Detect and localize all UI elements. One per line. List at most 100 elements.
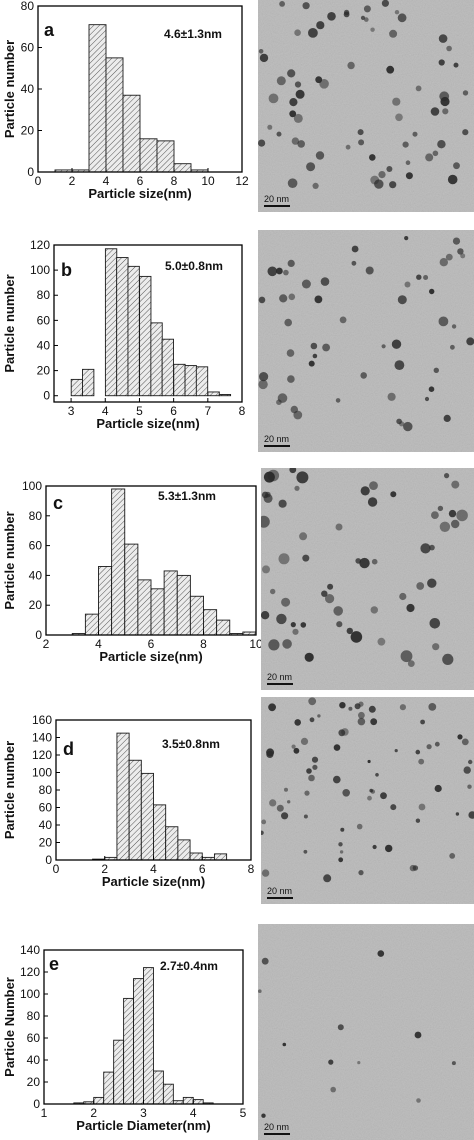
nanoparticle xyxy=(415,85,422,92)
nanoparticle xyxy=(386,65,395,74)
nanoparticle xyxy=(308,28,318,38)
y-tick-label: 60 xyxy=(39,801,53,815)
nanoparticle xyxy=(302,554,310,562)
x-tick-label: 4 xyxy=(150,862,157,876)
nanoparticle xyxy=(397,295,407,305)
scale-bar-label: 20 nm xyxy=(267,886,293,896)
nanoparticle xyxy=(452,237,461,245)
histogram-bar xyxy=(82,368,95,397)
nanoparticle xyxy=(367,795,372,801)
x-tick-label: 3 xyxy=(140,1106,147,1120)
y-tick-label: 0 xyxy=(33,1097,40,1111)
plot-frame xyxy=(53,244,243,403)
y-tick-label: 0 xyxy=(35,628,42,642)
nanoparticle xyxy=(306,768,312,774)
nanoparticle xyxy=(342,789,350,797)
nanoparticle xyxy=(395,113,403,122)
nanoparticle xyxy=(446,45,452,52)
nanoparticle xyxy=(261,819,267,825)
tem-noise xyxy=(261,697,474,904)
x-tick-label: 0 xyxy=(35,174,42,188)
nanoparticle xyxy=(279,294,288,303)
nanoparticle xyxy=(457,248,464,255)
y-tick-label: 40 xyxy=(21,82,35,96)
y-tick-label: 100 xyxy=(20,987,40,1001)
nanoparticle xyxy=(276,131,282,137)
nanoparticle xyxy=(284,318,292,327)
x-tick-label: 2 xyxy=(90,1106,97,1120)
y-tick-label: 0 xyxy=(45,853,52,867)
nanoparticle xyxy=(367,759,371,764)
x-axis-label: Particle size(nm) xyxy=(99,649,202,664)
y-tick-label: 60 xyxy=(29,539,43,553)
panel-label: d xyxy=(63,739,74,759)
tem-micrograph-d: 20 nm xyxy=(261,697,474,904)
x-tick-label: 0 xyxy=(53,862,60,876)
x-axis-label: Particle size(nm) xyxy=(96,416,199,431)
y-tick-label: 100 xyxy=(32,766,52,780)
nanoparticle xyxy=(306,162,316,172)
histogram-bar xyxy=(103,1071,115,1105)
nanoparticle xyxy=(339,850,344,854)
nanoparticle xyxy=(289,468,297,474)
nanoparticle xyxy=(418,803,426,811)
nanoparticle xyxy=(319,79,329,89)
nanoparticle xyxy=(377,950,385,957)
nanoparticle xyxy=(303,814,308,819)
size-annotation: 3.5±0.8nm xyxy=(162,737,220,751)
nanoparticle xyxy=(300,737,309,745)
nanoparticle xyxy=(301,279,311,289)
nanoparticle xyxy=(416,582,425,590)
histogram-bar xyxy=(70,378,84,397)
nanoparticle xyxy=(453,62,459,68)
tem-micrograph-e: 20 nm xyxy=(258,924,474,1140)
nanoparticle xyxy=(448,509,457,518)
histogram-bar xyxy=(152,1070,164,1105)
nanoparticle xyxy=(443,414,451,422)
nanoparticle xyxy=(282,639,292,649)
scale-bar xyxy=(264,205,290,207)
histogram-bar xyxy=(162,1083,174,1105)
nanoparticle xyxy=(427,578,437,588)
nanoparticle xyxy=(455,812,460,816)
nanoparticle xyxy=(429,618,441,629)
nanoparticle xyxy=(434,741,440,747)
scale-bar-label: 20 nm xyxy=(264,194,290,204)
nanoparticle xyxy=(358,711,365,719)
histogram-bar xyxy=(140,772,154,861)
nanoparticle xyxy=(371,558,378,565)
y-tick-label: 60 xyxy=(21,41,35,55)
x-tick-label: 4 xyxy=(102,404,109,418)
nanoparticle xyxy=(416,1098,421,1103)
nanoparticle xyxy=(412,865,419,871)
x-axis-label: Particle Diameter(nm) xyxy=(76,1118,210,1133)
nanoparticle xyxy=(414,1031,422,1039)
tem-image xyxy=(261,468,474,690)
nanoparticle xyxy=(304,652,314,662)
nanoparticle xyxy=(358,139,365,146)
x-tick-label: 5 xyxy=(240,1106,247,1120)
x-tick-label: 7 xyxy=(204,404,211,418)
nanoparticle xyxy=(265,491,271,498)
nanoparticle xyxy=(432,150,439,157)
nanoparticle xyxy=(276,76,286,86)
nanoparticle xyxy=(438,316,449,327)
nanoparticle xyxy=(284,787,288,792)
histogram-bar xyxy=(150,588,165,636)
nanoparticle xyxy=(400,650,413,663)
nanoparticle xyxy=(461,738,469,746)
nanoparticle xyxy=(267,124,273,130)
nanoparticle xyxy=(406,603,415,613)
nanoparticle xyxy=(429,544,435,551)
x-tick-label: 5 xyxy=(136,404,143,418)
nanoparticle xyxy=(405,172,413,180)
nanoparticle xyxy=(261,1113,266,1118)
nanoparticle xyxy=(296,471,309,484)
nanoparticle xyxy=(288,293,296,301)
histogram-bar xyxy=(213,853,228,861)
histogram-bar xyxy=(189,595,204,636)
tem-noise xyxy=(258,924,474,1140)
